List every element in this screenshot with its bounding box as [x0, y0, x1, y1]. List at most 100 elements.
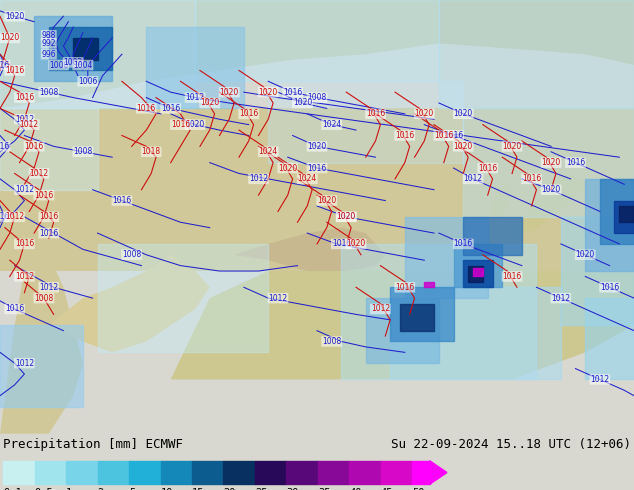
Bar — [129, 461, 160, 484]
Bar — [0, 325, 83, 407]
Bar — [34, 16, 112, 81]
Text: 1016: 1016 — [283, 88, 302, 97]
Text: 1016: 1016 — [600, 283, 619, 292]
Polygon shape — [453, 320, 483, 363]
Text: 1016: 1016 — [5, 304, 24, 314]
Bar — [223, 461, 255, 484]
Bar — [49, 27, 112, 71]
Text: Su 22-09-2024 15..18 UTC (12+06): Su 22-09-2024 15..18 UTC (12+06) — [391, 438, 631, 451]
Text: 1012: 1012 — [268, 294, 288, 303]
Bar — [400, 303, 434, 331]
Bar — [463, 260, 493, 287]
Bar — [463, 108, 634, 217]
Bar — [160, 461, 192, 484]
Text: 1020: 1020 — [454, 109, 473, 118]
Bar — [195, 0, 439, 81]
Text: 50: 50 — [412, 488, 425, 490]
Text: 1012: 1012 — [39, 283, 58, 292]
Bar — [349, 461, 381, 484]
Text: 1012: 1012 — [463, 174, 482, 183]
Text: 40: 40 — [349, 488, 362, 490]
Text: 1020: 1020 — [576, 250, 595, 259]
Text: 1020: 1020 — [346, 240, 366, 248]
Bar — [412, 461, 430, 484]
Text: 1024: 1024 — [259, 147, 278, 156]
Text: 1012: 1012 — [590, 375, 609, 384]
Text: 1002: 1002 — [63, 58, 83, 67]
Text: 1012: 1012 — [552, 294, 571, 303]
Bar — [341, 244, 536, 379]
Bar — [424, 282, 434, 287]
Bar — [255, 461, 287, 484]
Bar — [600, 179, 634, 244]
Text: 1008: 1008 — [122, 250, 141, 259]
Text: 10: 10 — [160, 488, 173, 490]
Bar — [381, 461, 412, 484]
Text: 1012: 1012 — [15, 115, 34, 124]
Text: 1024: 1024 — [322, 120, 341, 129]
Text: 1016: 1016 — [15, 240, 34, 248]
Bar — [73, 38, 98, 60]
Text: 1008: 1008 — [34, 294, 53, 303]
Text: 0.5: 0.5 — [35, 488, 53, 490]
Text: 1016: 1016 — [171, 120, 190, 129]
Bar — [439, 0, 634, 108]
Text: 988: 988 — [42, 31, 56, 40]
Bar — [453, 244, 502, 287]
Bar — [0, 108, 98, 190]
Text: 1020: 1020 — [337, 212, 356, 221]
Text: 1016: 1016 — [434, 131, 453, 140]
Text: 1016: 1016 — [0, 212, 10, 221]
Text: 1012: 1012 — [371, 304, 390, 314]
Bar — [318, 461, 349, 484]
Text: 1020: 1020 — [541, 158, 560, 167]
Bar — [585, 298, 634, 379]
Text: 1012: 1012 — [186, 93, 205, 102]
Text: 1016: 1016 — [39, 229, 58, 238]
Text: 15: 15 — [192, 488, 205, 490]
Text: 1012: 1012 — [20, 120, 39, 129]
Bar — [390, 287, 561, 379]
Text: 1012: 1012 — [15, 185, 34, 194]
Bar — [98, 244, 268, 352]
Text: 1016: 1016 — [161, 104, 180, 113]
Text: 1008: 1008 — [39, 88, 58, 97]
Text: 2: 2 — [98, 488, 104, 490]
Bar — [473, 269, 483, 276]
Text: 1016: 1016 — [503, 272, 522, 281]
Text: 1016: 1016 — [522, 174, 541, 183]
Text: Precipitation [mm] ECMWF: Precipitation [mm] ECMWF — [3, 438, 183, 451]
Polygon shape — [0, 108, 634, 271]
Bar — [98, 461, 129, 484]
Text: 1016: 1016 — [239, 109, 258, 118]
Polygon shape — [0, 233, 83, 434]
Text: 1016: 1016 — [454, 240, 473, 248]
Bar — [463, 217, 522, 255]
Polygon shape — [488, 184, 512, 222]
Polygon shape — [234, 228, 385, 271]
Bar — [66, 461, 98, 484]
Text: 45: 45 — [381, 488, 393, 490]
Text: 1016: 1016 — [34, 191, 53, 199]
Polygon shape — [49, 255, 210, 352]
Text: 1020: 1020 — [200, 98, 219, 107]
Text: 1006: 1006 — [78, 77, 98, 86]
Text: 1012: 1012 — [5, 212, 24, 221]
Text: 1016: 1016 — [444, 131, 463, 140]
Text: 1020: 1020 — [5, 12, 24, 21]
Text: 996: 996 — [41, 49, 56, 59]
Text: 1020: 1020 — [337, 212, 356, 221]
Bar — [390, 287, 453, 342]
Text: 35: 35 — [318, 488, 330, 490]
Text: 1012: 1012 — [15, 359, 34, 368]
Text: 1016: 1016 — [478, 164, 497, 172]
Bar — [35, 461, 66, 484]
Text: 1016: 1016 — [366, 109, 385, 118]
Bar — [3, 461, 35, 484]
Text: 20: 20 — [223, 488, 236, 490]
Text: 1020: 1020 — [307, 142, 327, 151]
Text: 1020: 1020 — [278, 164, 297, 172]
Text: 1012: 1012 — [29, 169, 49, 178]
Text: 1020: 1020 — [454, 142, 473, 151]
Bar — [619, 206, 634, 222]
